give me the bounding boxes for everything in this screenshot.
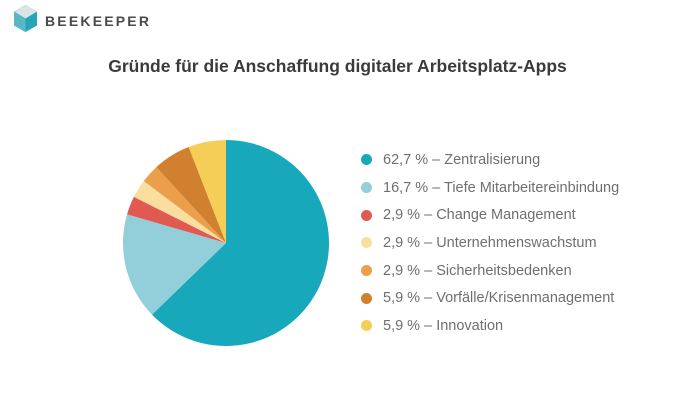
beekeeper-logo-icon <box>13 5 38 37</box>
legend-item: 2,9 % – Sicherheitsbedenken <box>361 257 619 285</box>
chart-title: Gründe für die Anschaffung digitaler Arb… <box>108 56 567 76</box>
legend-label: 2,9 % – Unternehmenswachstum <box>383 234 597 251</box>
legend-dot-icon <box>361 320 372 332</box>
legend-label: 5,9 % – Vorfälle/Krisenmanagement <box>383 290 615 307</box>
pie-chart <box>122 139 330 347</box>
legend-label: 62,7 % – Zentralisierung <box>383 151 541 168</box>
legend-item: 2,9 % – Unternehmenswachstum <box>361 229 619 257</box>
legend-dot-icon <box>361 182 372 194</box>
chart-legend: 62,7 % – Zentralisierung 16,7 % – Tiefe M… <box>361 146 619 340</box>
brand-header: BEEKEEPER <box>13 5 151 37</box>
pie-slice <box>133 180 226 243</box>
pie-slice <box>156 147 226 243</box>
legend-item: 2,9 % – Change Management <box>361 201 619 229</box>
legend-item: 5,9 % – Vorfälle/Krisenmanagement <box>361 284 619 312</box>
legend-dot-icon <box>361 292 372 304</box>
brand-name: BEEKEEPER <box>45 13 152 29</box>
legend-item: 5,9 % – Innovation <box>361 312 619 340</box>
pie-slice <box>122 214 226 315</box>
legend-label: 2,9 % – Sicherheitsbedenken <box>383 262 572 279</box>
legend-dot-icon <box>361 237 372 249</box>
pie-slice <box>143 167 226 243</box>
pie-slice <box>151 140 330 346</box>
pie-slice <box>127 196 226 243</box>
legend-item: 62,7 % – Zentralisierung <box>361 146 619 174</box>
legend-item: 16,7 % – Tiefe Mitarbeitereinbindung <box>361 174 619 202</box>
legend-dot-icon <box>361 154 372 166</box>
legend-label: 2,9 % – Change Management <box>383 207 576 224</box>
legend-label: 16,7 % – Tiefe Mitarbeitereinbindung <box>383 179 620 196</box>
pie-slice <box>188 140 226 243</box>
legend-dot-icon <box>361 265 372 277</box>
legend-label: 5,9 % – Innovation <box>383 317 504 334</box>
legend-dot-icon <box>361 209 372 221</box>
